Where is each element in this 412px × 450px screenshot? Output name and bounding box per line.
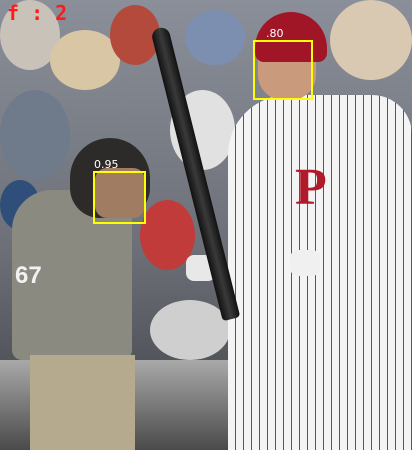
crowd-figure — [0, 90, 70, 180]
face-detection-box — [93, 171, 146, 224]
detection-confidence-label: 0.95 — [94, 158, 119, 171]
crowd-figure — [330, 0, 412, 80]
umpire-face — [95, 168, 145, 218]
crowd-figure — [150, 300, 230, 360]
detection-confidence-label: .80 — [266, 27, 284, 40]
crowd-figure — [50, 30, 120, 90]
umpire-shirt — [12, 190, 132, 360]
face-detection-box — [253, 40, 313, 100]
umpire-pants — [30, 355, 135, 450]
face-count-label: f : 2 — [7, 1, 68, 25]
crowd-figure — [140, 200, 195, 270]
team-logo: P — [295, 159, 327, 216]
crowd-figure — [185, 10, 245, 65]
batter-uniform — [228, 95, 412, 450]
batting-helmet — [255, 12, 327, 62]
uniform-number: 67 — [15, 262, 42, 289]
batting-glove — [290, 250, 320, 276]
